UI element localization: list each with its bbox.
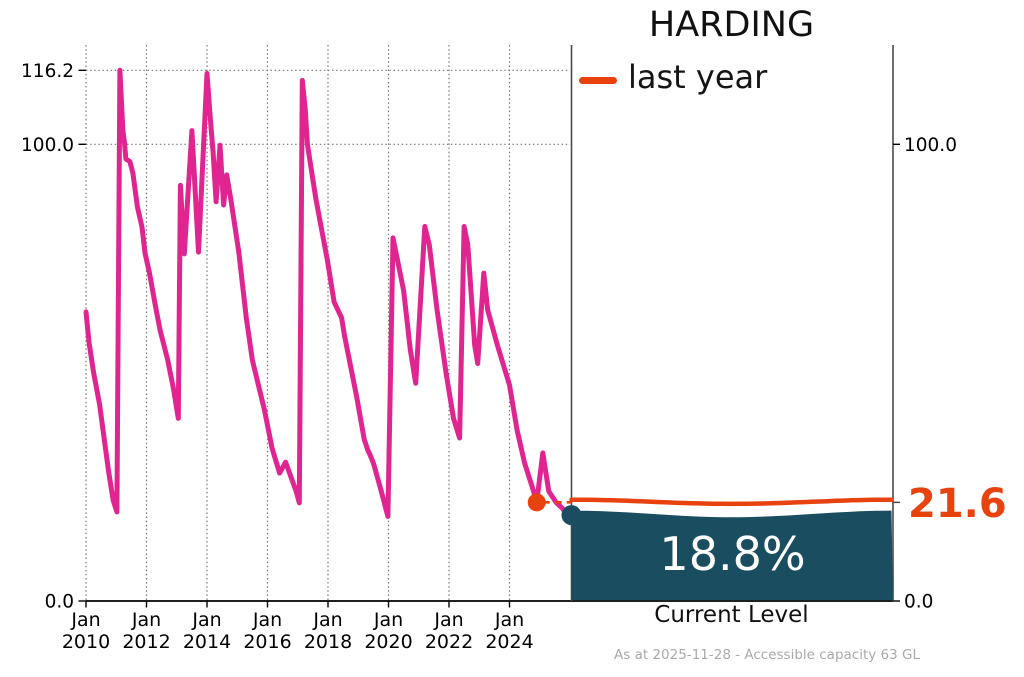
x-tick-label-year-2018: 2018 — [304, 631, 352, 653]
y-tick-label-left-100.0: 100.0 — [21, 135, 74, 156]
x-tick-label-month-2010: Jan — [70, 609, 100, 631]
last-year-marker-dot — [527, 493, 546, 512]
x-tick-label-month-2018: Jan — [312, 609, 342, 631]
x-tick-label-month-2022: Jan — [433, 609, 463, 631]
x-tick-label-year-2022: 2022 — [425, 631, 473, 653]
x-tick-label-month-2020: Jan — [373, 609, 403, 631]
legend: last year — [579, 58, 767, 96]
y-tick-label-right-0.0: 0.0 — [904, 592, 933, 613]
x-tick-label-year-2024: 2024 — [485, 631, 533, 653]
current-level-percent: 18.8% — [659, 527, 806, 581]
x-tick-label-year-2012: 2012 — [122, 631, 170, 653]
legend-label: last year — [628, 58, 768, 96]
x-tick-label-year-2014: 2014 — [183, 631, 231, 653]
last-year-level-line — [569, 497, 894, 507]
storage-history-line — [83, 67, 570, 519]
last-year-line-swatch-icon — [579, 76, 617, 84]
x-tick-label-month-2016: Jan — [252, 609, 282, 631]
y-tick-label-left-116.2: 116.2 — [21, 61, 74, 82]
as-at-footnote: As at 2025-11-28 - Accessible capacity 6… — [614, 647, 920, 663]
x-tick-label-month-2014: Jan — [191, 609, 221, 631]
y-tick-label-left-0.0: 0.0 — [45, 592, 74, 613]
x-tick-label-year-2016: 2016 — [243, 631, 291, 653]
page-title: HARDING — [648, 5, 815, 45]
current-level-water-fill — [571, 510, 893, 601]
y-tick-label-right-100.0: 100.0 — [904, 135, 957, 156]
current-level-caption: Current Level — [654, 602, 809, 628]
current-level-marker-dot — [561, 505, 582, 526]
last-year-value-label: 21.6 — [908, 481, 1007, 527]
x-tick-label-year-2020: 2020 — [364, 631, 412, 653]
x-tick-label-month-2012: Jan — [131, 609, 161, 631]
x-tick-label-year-2010: 2010 — [62, 631, 110, 653]
x-tick-label-month-2024: Jan — [494, 609, 524, 631]
